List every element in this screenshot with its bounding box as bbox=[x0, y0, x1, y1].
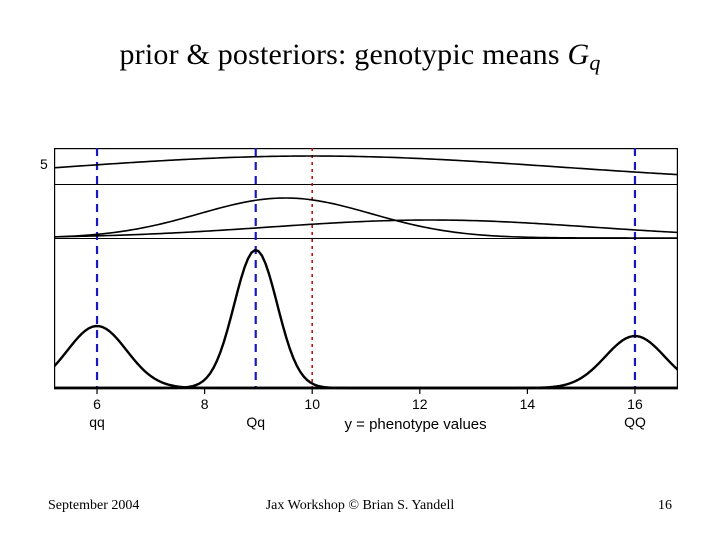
genotype-label: qq bbox=[89, 414, 105, 430]
y-axis-fragment: 5 bbox=[40, 156, 48, 172]
genotype-label: Qq bbox=[246, 414, 265, 430]
page-title: prior & posteriors: genotypic means Gq bbox=[0, 38, 720, 72]
x-tick: 6 bbox=[93, 396, 101, 412]
x-tick: 16 bbox=[627, 396, 643, 412]
genotype-label: QQ bbox=[624, 414, 646, 430]
footer-page: 16 bbox=[658, 498, 672, 514]
x-axis-label: y = phenotype values bbox=[344, 416, 486, 433]
title-symbol: G bbox=[567, 38, 589, 71]
footer-credit: Jax Workshop © Brian S. Yandell bbox=[48, 498, 672, 514]
chart-svg bbox=[54, 148, 678, 396]
x-tick: 12 bbox=[412, 396, 428, 412]
footer-date: September 2004 bbox=[48, 498, 139, 514]
density-chart bbox=[54, 148, 678, 416]
footer: September 2004 Jax Workshop © Brian S. Y… bbox=[48, 498, 672, 518]
x-tick: 14 bbox=[520, 396, 536, 412]
title-subscript: q bbox=[589, 50, 600, 75]
x-tick: 8 bbox=[201, 396, 209, 412]
title-text: prior & posteriors: genotypic means bbox=[119, 38, 567, 71]
x-tick: 10 bbox=[304, 396, 320, 412]
